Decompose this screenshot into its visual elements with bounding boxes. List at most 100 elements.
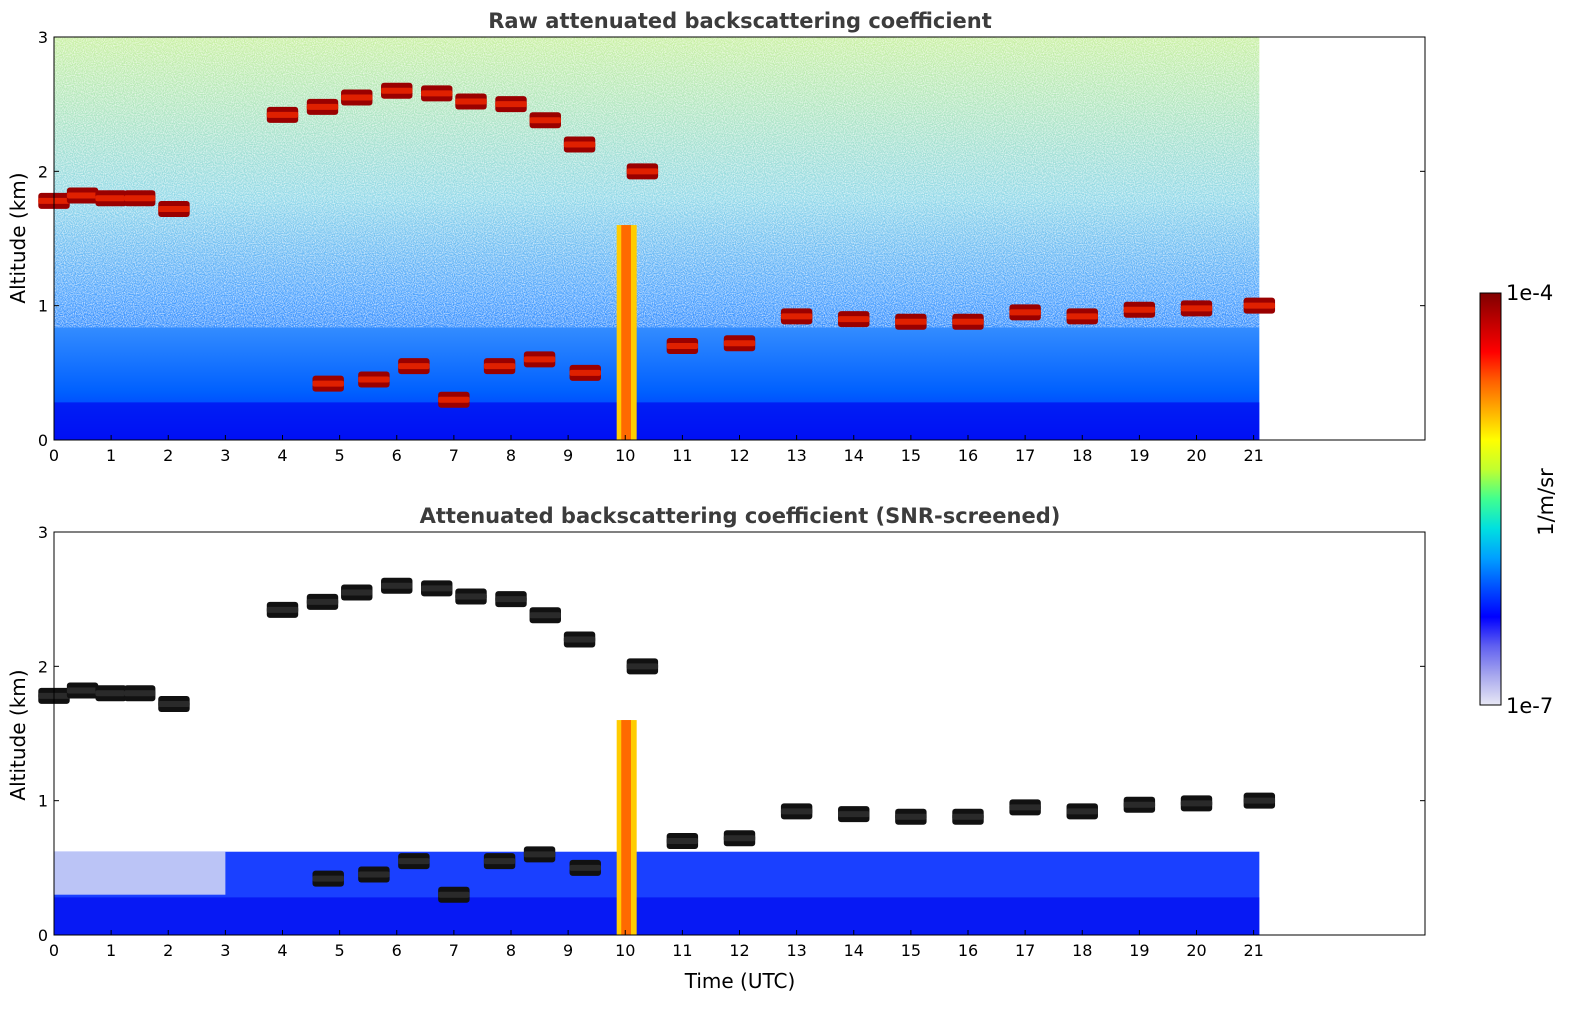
cloud-layer-core — [306, 103, 339, 110]
cloud-layer-core — [895, 318, 927, 325]
cloud-layer-core — [1066, 313, 1098, 320]
panel-screened-y-ticks: 0 1 2 3 — [38, 523, 1425, 945]
cloud-layer-core — [483, 363, 516, 370]
cloud-layer-core — [780, 313, 813, 320]
y-tick-label: 2 — [38, 162, 48, 181]
cloud-layer-core — [569, 864, 601, 871]
panel-raw-plot-area — [38, 37, 1276, 440]
x-tick-label: 18 — [1072, 941, 1092, 960]
panel-screened-title: Attenuated backscattering coefficient (S… — [420, 504, 1061, 528]
colorbar-bar — [1479, 292, 1502, 706]
x-tick-label: 14 — [844, 446, 864, 465]
cloud-layer-core — [158, 700, 190, 707]
x-tick-label: 4 — [277, 446, 287, 465]
cloud-layer-core — [438, 396, 470, 403]
cloud-layer-core — [495, 596, 527, 603]
y-tick-label: 3 — [38, 28, 48, 47]
y-tick-label: 1 — [38, 297, 48, 316]
panel-screened-plot-area — [38, 577, 1276, 935]
y-tick-label: 2 — [38, 657, 48, 676]
cloud-layer-core — [438, 891, 470, 898]
cloud-layer-core — [626, 663, 659, 670]
cloud-layer-core — [123, 195, 156, 202]
cloud-layer-core — [455, 98, 487, 105]
cloud-layer-core — [838, 811, 870, 818]
cloud-layer-core — [1243, 302, 1276, 309]
cloud-layer-core — [569, 369, 601, 376]
y-tick-label: 0 — [38, 431, 48, 450]
x-tick-label: 0 — [49, 941, 59, 960]
cloud-layer-core — [312, 380, 344, 387]
x-tick-label: 11 — [672, 941, 692, 960]
cloud-layer-core — [341, 589, 373, 596]
panel-screened-y-axis-label: Altitude (km) — [6, 669, 30, 800]
precip-column-core — [621, 720, 631, 935]
x-tick-label: 13 — [786, 941, 806, 960]
x-tick-label: 2 — [163, 446, 173, 465]
x-tick-label: 10 — [615, 941, 635, 960]
cloud-layer-core — [398, 858, 430, 865]
x-tick-label: 15 — [901, 446, 921, 465]
panel-raw-y-axis-label: Altitude (km) — [6, 172, 30, 303]
x-tick-label: 13 — [786, 446, 806, 465]
noise-speckle — [54, 37, 1260, 328]
panel-screened-x-ticks: 0 1 2 3 4 5 6 7 8 9 10 11 12 13 14 15 16 17 18 19 20 21 — [49, 930, 1264, 960]
x-tick-label: 3 — [220, 446, 230, 465]
x-tick-label: 21 — [1243, 941, 1263, 960]
cloud-layer-core — [1123, 306, 1156, 313]
cloud-layer-core — [780, 808, 813, 815]
cloud-layer-core — [312, 875, 344, 882]
panel-screened: Attenuated backscattering coefficient (S… — [6, 504, 1426, 993]
cloud-layer-core — [495, 101, 527, 108]
cloud-layer-core — [563, 636, 596, 643]
x-tick-label: 5 — [335, 446, 345, 465]
panel-raw-x-ticks: 0 1 2 3 4 5 6 7 8 9 10 11 12 13 14 15 16 17 18 19 20 21 — [49, 435, 1264, 465]
x-tick-label: 16 — [958, 941, 978, 960]
x-tick-label: 14 — [844, 941, 864, 960]
x-tick-label: 15 — [901, 941, 921, 960]
cloud-layer-core — [666, 837, 699, 844]
cloud-layer-core — [523, 356, 556, 363]
cloud-layer-core — [398, 363, 430, 370]
cloud-layer-core — [723, 340, 756, 347]
x-tick-label: 8 — [506, 446, 516, 465]
cloud-layer-core — [95, 195, 127, 202]
cloud-layer-core — [66, 192, 99, 199]
x-tick-label: 20 — [1186, 446, 1206, 465]
x-tick-label: 1 — [106, 941, 116, 960]
cloud-layer-core — [1123, 801, 1156, 808]
cloud-layer-core — [421, 90, 453, 97]
x-tick-label: 4 — [277, 941, 287, 960]
x-tick-label: 9 — [563, 941, 573, 960]
cloud-layer-core — [1009, 804, 1041, 811]
x-tick-label: 10 — [615, 446, 635, 465]
x-tick-label: 17 — [1015, 446, 1035, 465]
x-tick-label: 6 — [392, 941, 402, 960]
x-tick-label: 7 — [449, 446, 459, 465]
colorbar: 1e-4 1e-7 1/m/sr — [1479, 281, 1558, 718]
x-tick-label: 1 — [106, 446, 116, 465]
cloud-layer-core — [341, 94, 373, 101]
x-tick-label: 9 — [563, 446, 573, 465]
cloud-layer-core — [123, 690, 156, 697]
colorbar-min-label: 1e-7 — [1506, 694, 1553, 718]
cloud-layer-core — [952, 318, 984, 325]
cloud-layer-core — [1009, 309, 1041, 316]
panel-screened-x-axis-label: Time (UTC) — [684, 969, 796, 993]
x-tick-label: 18 — [1072, 446, 1092, 465]
cloud-layer-core — [529, 117, 561, 124]
x-tick-label: 19 — [1129, 446, 1149, 465]
colorbar-unit-label: 1/m/sr — [1534, 468, 1558, 536]
x-tick-label: 21 — [1243, 446, 1263, 465]
cloud-layer-core — [306, 598, 339, 605]
screened-low-snr-region — [54, 851, 226, 895]
x-tick-label: 17 — [1015, 941, 1035, 960]
y-tick-label: 0 — [38, 926, 48, 945]
cloud-layer-core — [421, 585, 453, 592]
colorbar-max-label: 1e-4 — [1506, 281, 1553, 305]
x-tick-label: 16 — [958, 446, 978, 465]
x-tick-label: 11 — [672, 446, 692, 465]
cloud-layer-core — [455, 593, 487, 600]
y-tick-label: 3 — [38, 523, 48, 542]
cloud-layer-core — [483, 858, 516, 865]
